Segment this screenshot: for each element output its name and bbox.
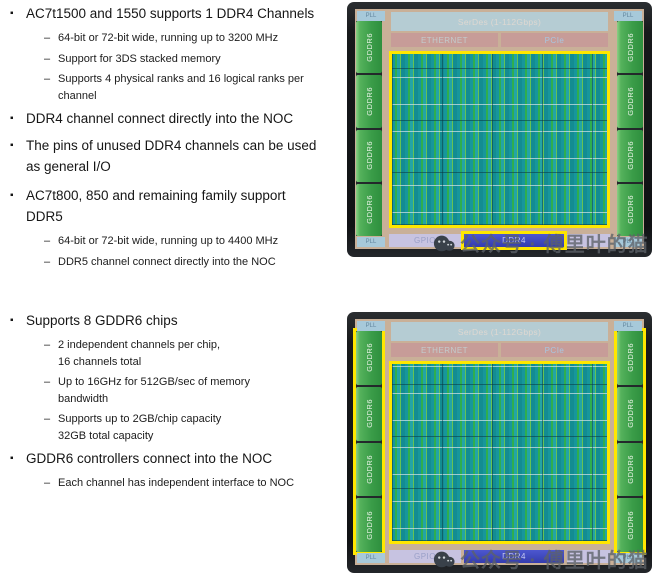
ethernet-block: ETHERNET — [391, 33, 498, 47]
pll-block: PLL — [357, 553, 385, 563]
ethernet-block: ETHERNET — [391, 343, 498, 357]
square-bullet-icon: ▪ — [10, 453, 14, 464]
gddr6-block: GDDR6 — [617, 129, 643, 182]
bullet-item: ▪ AC7t1500 and 1550 supports 1 DDR4 Chann… — [10, 3, 344, 24]
ddr4-block: DDR4 — [464, 550, 564, 563]
gddr6-block: GDDR6 — [617, 386, 643, 441]
gddr6-block: GDDR6 — [356, 21, 382, 74]
wechat-cat-logo-icon — [433, 551, 455, 567]
bullet-text: DDR4 channel connect directly into the N… — [26, 111, 294, 126]
ddr4-ddr5-bullet-group: ▪ AC7t1500 and 1550 supports 1 DDR4 Chann… — [10, 3, 344, 274]
pcie-block: PCIe — [501, 33, 608, 47]
dash-bullet-icon: – — [44, 73, 51, 85]
ddr4-block-highlighted: DDR4 — [464, 234, 564, 247]
bullet-item: – Supports up to 2GB/chip capacity 32GB t… — [44, 411, 344, 444]
square-bullet-icon: ▪ — [10, 315, 14, 326]
gddr6-block: GDDR6 — [617, 331, 643, 385]
gddr6-column-left-highlighted: GDDR6 GDDR6 GDDR6 GDDR6 — [356, 331, 382, 552]
serdes-block: SerDes (1-112Gbps) — [391, 12, 608, 31]
gpio-block — [567, 550, 610, 563]
square-bullet-icon: ▪ — [10, 113, 14, 124]
bullet-item: –2 independent channels per chip, 16 cha… — [44, 337, 344, 370]
chip-floorplan-ddr4: PLL PLL PLL PLL SerDes (1-112Gbps) ETHER… — [347, 2, 652, 257]
watermark-text: 公众号 · 傅里叶的猫 — [460, 550, 649, 572]
bullet-text: 64-bit or 72-bit wide, running up to 440… — [58, 235, 279, 247]
bullet-text: Supports 8 GDDR6 chips — [26, 313, 178, 328]
bullet-text: The pins of unused DDR4 channels can be … — [26, 138, 317, 174]
serdes-block: SerDes (1-112Gbps) — [391, 322, 608, 341]
bullet-text: Up to 16GHz for 512GB/sec of memory band… — [58, 376, 250, 405]
pll-block: PLL — [614, 11, 642, 21]
square-bullet-icon: ▪ — [10, 190, 14, 201]
chip-floorplan-gddr6: PLL PLL PLL PLL SerDes (1-112Gbps) ETHER… — [347, 312, 652, 573]
bullet-text: DDR5 channel connect directly into the N… — [58, 255, 276, 268]
square-bullet-icon: ▪ — [10, 140, 14, 151]
gddr6-block: GDDR6 — [617, 21, 643, 74]
gddr6-block: GDDR6 — [617, 183, 643, 236]
bullet-item: ▪ GDDR6 controllers connect into the NOC — [10, 448, 344, 469]
gddr6-column-right-highlighted: GDDR6 GDDR6 GDDR6 GDDR6 — [617, 331, 643, 552]
gddr6-column-left: GDDR6 GDDR6 GDDR6 GDDR6 — [356, 21, 382, 236]
dash-bullet-icon: – — [44, 339, 51, 351]
gddr6-block: GDDR6 — [356, 386, 382, 441]
bullet-item: – Each channel has independent interface … — [44, 475, 344, 492]
bullet-item: – Up to 16GHz for 512GB/sec of memory ban… — [44, 374, 344, 407]
bullet-item: ▪ The pins of unused DDR4 channels can be… — [10, 135, 344, 177]
bullet-item: –64-bit or 72-bit wide, running up to 32… — [44, 30, 344, 47]
pcie-block: PCIe — [501, 343, 608, 357]
bullet-text: AC7t1500 and 1550 supports 1 DDR4 Channe… — [26, 6, 315, 21]
bullet-item: ▪ Supports 8 GDDR6 chips — [10, 310, 344, 331]
gddr6-column-right: GDDR6 GDDR6 GDDR6 GDDR6 — [617, 21, 643, 236]
watermark: 公众号 · 傅里叶的猫 — [433, 228, 649, 257]
dash-bullet-icon: – — [44, 376, 51, 388]
gddr6-block: GDDR6 — [356, 75, 382, 128]
fpga-fabric-highlighted — [389, 51, 610, 228]
bullet-text: AC7t800, 850 and remaining family suppor… — [26, 188, 286, 224]
watermark: 公众号 · 傅里叶的猫 — [433, 544, 649, 573]
dash-bullet-icon: – — [44, 413, 51, 425]
pll-block: PLL — [357, 237, 385, 247]
dash-bullet-icon: – — [44, 255, 51, 268]
io-row: ETHERNET PCIe — [391, 33, 608, 47]
gddr6-bullet-group: ▪ Supports 8 GDDR6 chips –2 independent c… — [10, 310, 344, 496]
gddr6-block: GDDR6 — [617, 75, 643, 128]
gddr6-block: GDDR6 — [356, 129, 382, 182]
dash-bullet-icon: – — [44, 32, 51, 44]
io-row: ETHERNET PCIe — [391, 343, 608, 357]
bullet-item: – Support for 3DS stacked memory — [44, 51, 344, 68]
chip-package: PLL PLL PLL PLL SerDes (1-112Gbps) ETHER… — [355, 319, 644, 565]
pll-block: PLL — [614, 321, 642, 331]
bullet-text: GDDR6 controllers connect into the NOC — [26, 451, 273, 466]
bullet-item: – DDR5 channel connect directly into the … — [44, 254, 344, 271]
pll-block: PLL — [357, 11, 385, 21]
bullet-text: Supports 4 physical ranks and 16 logical… — [58, 73, 304, 102]
bullet-item: –64-bit or 72-bit wide, running up to 44… — [44, 233, 344, 250]
bullet-item: – Supports 4 physical ranks and 16 logica… — [44, 71, 344, 104]
fpga-fabric-highlighted — [389, 361, 610, 544]
bullet-text: 2 independent channels per chip, 16 chan… — [58, 339, 221, 368]
chip-package: PLL PLL PLL PLL SerDes (1-112Gbps) ETHER… — [355, 9, 644, 249]
bullet-text: 64-bit or 72-bit wide, running up to 320… — [58, 32, 279, 44]
bullet-text: Support for 3DS stacked memory — [58, 52, 221, 65]
gddr6-block: GDDR6 — [356, 442, 382, 497]
square-bullet-icon: ▪ — [10, 8, 14, 19]
bullet-text: Supports up to 2GB/chip capacity 32GB to… — [58, 413, 222, 442]
gddr6-block: GDDR6 — [617, 498, 643, 552]
wechat-cat-logo-icon — [433, 235, 455, 251]
dash-bullet-icon: – — [44, 235, 51, 247]
dash-bullet-icon: – — [44, 52, 51, 65]
pll-block: PLL — [614, 237, 642, 247]
gddr6-block: GDDR6 — [356, 183, 382, 236]
bullet-item: ▪ AC7t800, 850 and remaining family suppo… — [10, 185, 344, 227]
bullet-text: Each channel has independent interface t… — [58, 477, 295, 489]
gddr6-block: GDDR6 — [356, 498, 382, 552]
pll-block: PLL — [357, 321, 385, 331]
pll-block: PLL — [614, 553, 642, 563]
bullet-item: ▪ DDR4 channel connect directly into the … — [10, 108, 344, 129]
gddr6-block: GDDR6 — [356, 331, 382, 385]
watermark-text: 公众号 · 傅里叶的猫 — [460, 234, 649, 256]
gddr6-block: GDDR6 — [617, 442, 643, 497]
dash-bullet-icon: – — [44, 477, 51, 489]
gpio-block — [567, 234, 610, 247]
